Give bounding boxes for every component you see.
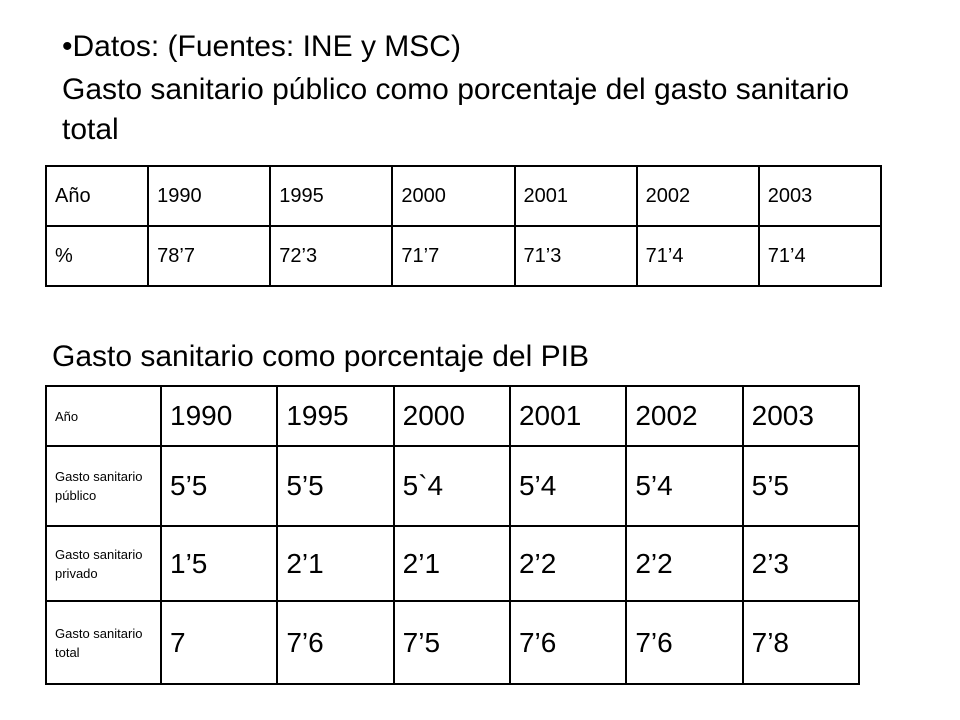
table-cell: 71’4 xyxy=(757,225,883,287)
table-cell: 1990 xyxy=(159,385,279,447)
table-cell: 7’6 xyxy=(276,600,395,685)
table-cell: 1990 xyxy=(147,165,272,227)
table-cell: 71’3 xyxy=(513,225,638,287)
table-cell: 78’7 xyxy=(147,225,272,287)
table-cell: 71’7 xyxy=(391,225,516,287)
table-cell: 5’5 xyxy=(159,445,279,527)
table-cell: 2003 xyxy=(757,165,883,227)
table-pib-share: Año 1990 1995 2000 2001 2002 2003 Gasto sanitar… xyxy=(45,385,861,685)
table-cell: 1995 xyxy=(269,165,394,227)
table-row: Gasto sanitario privado 1’5 2’1 2’1 2’2 2’2 2’… xyxy=(45,525,861,602)
table-cell: 2’3 xyxy=(741,525,861,602)
table-cell: 2000 xyxy=(391,165,516,227)
row-label: Gasto sanitario privado xyxy=(45,525,162,602)
table-cell: 5’4 xyxy=(508,445,628,527)
row-label: Año xyxy=(44,165,150,227)
table-cell: 2003 xyxy=(741,385,861,447)
table-row: Gasto sanitario total 7 7’6 7’5 7’6 7’6 7’8 xyxy=(45,600,861,685)
table-cell: 5’4 xyxy=(625,445,744,527)
table-cell: 2002 xyxy=(625,385,744,447)
table-cell: 7’6 xyxy=(625,600,744,685)
table-cell: 5`4 xyxy=(392,445,511,527)
row-label: % xyxy=(44,225,150,287)
table-cell: 5’5 xyxy=(276,445,395,527)
row-label: Año xyxy=(45,385,162,447)
table-cell: 2000 xyxy=(392,385,511,447)
table-cell: 5’5 xyxy=(741,445,861,527)
table-cell: 2’1 xyxy=(392,525,511,602)
table-row: Gasto sanitario público 5’5 5’5 5`4 5’4 5’4 5’… xyxy=(45,445,861,527)
table-cell: 7 xyxy=(159,600,279,685)
title: Gasto sanitario público como porcentaje … xyxy=(62,73,850,146)
table-row: Año 1990 1995 2000 2001 2002 2003 xyxy=(45,385,861,447)
table-cell: 71’4 xyxy=(635,225,760,287)
table-cell: 7’6 xyxy=(508,600,628,685)
subtitle: Gasto sanitario como porcentaje del PIB xyxy=(52,340,589,373)
table-public-share: Año 1990 1995 2000 2001 2002 2003% 78’7 72’3 71’7… xyxy=(44,165,883,287)
row-label: Gasto sanitario total xyxy=(45,600,162,685)
table-cell: 1’5 xyxy=(159,525,279,602)
table-cell: 1995 xyxy=(276,385,395,447)
table-cell: 2’1 xyxy=(276,525,395,602)
table-cell: 2001 xyxy=(508,385,628,447)
table-cell: 7’8 xyxy=(741,600,861,685)
table-cell: 2001 xyxy=(513,165,638,227)
row-label: Gasto sanitario público xyxy=(45,445,162,527)
table-cell: 7’5 xyxy=(392,600,511,685)
table-cell: 2’2 xyxy=(508,525,628,602)
table-row: Año 1990 1995 2000 2001 2002 2003 xyxy=(44,165,883,227)
table-row: % 78’7 72’3 71’7 71’3 71’4 71’4 xyxy=(44,225,883,287)
source-line: •Datos: (Fuentes: INE y MSC) xyxy=(62,30,461,63)
table-cell: 2’2 xyxy=(625,525,744,602)
table-cell: 2002 xyxy=(635,165,760,227)
table-cell: 72’3 xyxy=(269,225,394,287)
